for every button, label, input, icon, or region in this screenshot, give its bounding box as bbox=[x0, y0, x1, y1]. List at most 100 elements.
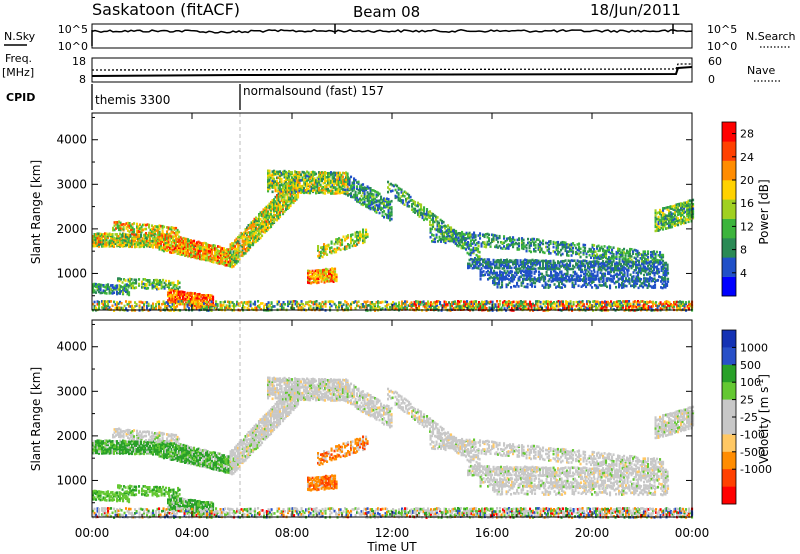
power-cell bbox=[301, 176, 304, 179]
power-cell bbox=[608, 272, 611, 276]
power-cell bbox=[292, 188, 295, 191]
power-cell bbox=[246, 226, 249, 229]
power-cell bbox=[611, 263, 614, 266]
power-cell bbox=[591, 254, 594, 257]
power-cell bbox=[521, 269, 524, 273]
power-cell bbox=[623, 260, 626, 264]
power-cell bbox=[630, 264, 633, 268]
power-cell bbox=[635, 275, 638, 278]
power-cell bbox=[626, 264, 629, 267]
power-cell bbox=[633, 256, 636, 260]
power-cell bbox=[464, 305, 467, 308]
power-cell bbox=[268, 169, 271, 173]
power-cell bbox=[561, 243, 564, 246]
power-cell bbox=[443, 235, 446, 238]
power-cell bbox=[128, 222, 131, 225]
power-cell bbox=[161, 238, 164, 242]
power-cell bbox=[234, 260, 237, 264]
power-cell bbox=[444, 239, 447, 242]
power-cell bbox=[268, 178, 271, 181]
power-cell bbox=[147, 241, 150, 244]
power-cell bbox=[188, 247, 191, 250]
power-cell bbox=[194, 292, 197, 295]
power-cell bbox=[526, 285, 529, 289]
power-cell bbox=[641, 256, 644, 259]
power-cell bbox=[671, 222, 674, 226]
power-cell bbox=[384, 198, 387, 201]
power-cell bbox=[602, 253, 605, 256]
power-cell bbox=[226, 263, 229, 267]
power-cell bbox=[475, 300, 478, 303]
power-cell bbox=[539, 240, 542, 243]
power-cell bbox=[527, 264, 530, 268]
power-cell bbox=[451, 301, 454, 304]
power-cell bbox=[375, 203, 378, 207]
power-cell bbox=[664, 286, 667, 289]
power-cell bbox=[209, 259, 212, 263]
power-cell bbox=[555, 264, 558, 267]
power-cell bbox=[140, 229, 143, 233]
power-cell bbox=[185, 237, 188, 241]
power-cell bbox=[642, 281, 645, 285]
power-cell bbox=[140, 233, 143, 237]
power-cell bbox=[495, 266, 498, 269]
power-cell bbox=[121, 286, 124, 289]
power-cell bbox=[569, 261, 572, 265]
power-cell bbox=[468, 236, 471, 239]
power-cell bbox=[336, 180, 339, 183]
power-cell bbox=[657, 225, 660, 228]
power-cell bbox=[478, 255, 481, 258]
power-cell bbox=[664, 277, 667, 281]
power-cell bbox=[110, 284, 113, 287]
power-cell bbox=[207, 296, 210, 299]
power-cell bbox=[498, 281, 501, 285]
power-cell bbox=[477, 261, 480, 264]
power-cell bbox=[624, 258, 627, 261]
power-cell bbox=[196, 252, 199, 256]
power-cell bbox=[472, 250, 475, 253]
power-cell bbox=[237, 236, 240, 239]
power-cell bbox=[265, 227, 268, 231]
power-cell bbox=[362, 241, 365, 245]
power-cell bbox=[93, 290, 96, 294]
power-cell bbox=[654, 259, 657, 262]
power-cell bbox=[661, 286, 664, 290]
power-cell bbox=[104, 291, 107, 295]
power-cell bbox=[322, 191, 325, 195]
power-cell bbox=[472, 306, 475, 309]
power-cell bbox=[603, 245, 606, 248]
power-cell bbox=[449, 309, 452, 312]
power-cell bbox=[360, 235, 363, 239]
power-cell bbox=[319, 269, 322, 272]
power-cell bbox=[168, 279, 171, 283]
power-cell bbox=[267, 185, 270, 189]
power-cell bbox=[660, 226, 663, 230]
power-cell bbox=[322, 174, 325, 178]
power-cell bbox=[463, 300, 466, 304]
power-cell bbox=[294, 185, 297, 188]
power-cell bbox=[184, 239, 187, 243]
power-cell bbox=[455, 238, 458, 242]
power-cell bbox=[241, 245, 244, 248]
power-cell bbox=[368, 192, 371, 196]
power-cell bbox=[383, 203, 386, 207]
power-cell bbox=[193, 239, 196, 243]
power-cell bbox=[594, 254, 597, 258]
power-cell bbox=[602, 249, 605, 253]
power-cell bbox=[322, 276, 325, 280]
power-cell bbox=[495, 259, 498, 262]
power-cell bbox=[283, 193, 286, 197]
power-cell bbox=[277, 192, 280, 195]
power-cell bbox=[656, 258, 659, 262]
power-cell bbox=[108, 245, 111, 248]
power-cell bbox=[347, 243, 350, 246]
power-cell bbox=[176, 297, 179, 301]
power-cell bbox=[476, 258, 479, 261]
power-cell bbox=[426, 212, 429, 216]
power-cell bbox=[162, 285, 165, 289]
power-cell bbox=[680, 212, 683, 215]
power-cell bbox=[340, 191, 343, 194]
power-cell bbox=[240, 233, 243, 237]
power-cell bbox=[570, 245, 573, 249]
power-cell bbox=[627, 260, 630, 264]
